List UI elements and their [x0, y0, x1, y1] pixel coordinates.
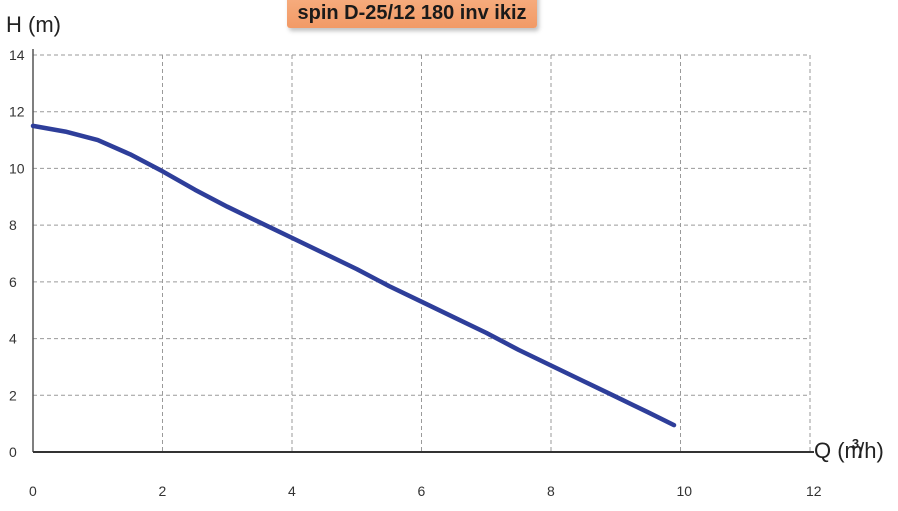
y-axis-label: H (m)	[6, 12, 61, 37]
chart-title-box: spin D-25/12 180 inv ikiz	[287, 0, 537, 28]
x-tick-label: 4	[288, 483, 296, 499]
series-line	[30, 123, 677, 428]
x-axis-label-superscript: 3	[852, 436, 859, 451]
chart-title: spin D-25/12 180 inv ikiz	[297, 2, 527, 24]
y-tick-label: 12	[9, 104, 25, 120]
y-tick-label: 4	[9, 331, 17, 347]
tick-labels: 0 2 4 6 8 10 12 14 0 2 4 6 8 10 12	[9, 47, 822, 499]
x-axis-label: Q (m3/h)	[814, 436, 884, 463]
y-tick-label: 0	[9, 444, 17, 460]
grid-lines	[33, 54, 811, 452]
axes	[32, 49, 814, 453]
x-tick-label: 0	[29, 483, 37, 499]
x-tick-label: 12	[806, 483, 822, 499]
x-tick-label: 10	[677, 483, 693, 499]
y-tick-label: 2	[9, 387, 17, 403]
x-tick-label: 6	[418, 483, 426, 499]
y-tick-label: 10	[9, 160, 25, 176]
series-layer	[30, 123, 677, 428]
x-axis-label-suffix: /h)	[858, 438, 884, 463]
y-tick-label: 14	[9, 47, 25, 63]
x-tick-label: 8	[547, 483, 555, 499]
x-axis-label-prefix: Q (m	[814, 438, 863, 463]
x-tick-label: 2	[159, 483, 167, 499]
y-tick-label: 8	[9, 217, 17, 233]
y-tick-label: 6	[9, 274, 17, 290]
